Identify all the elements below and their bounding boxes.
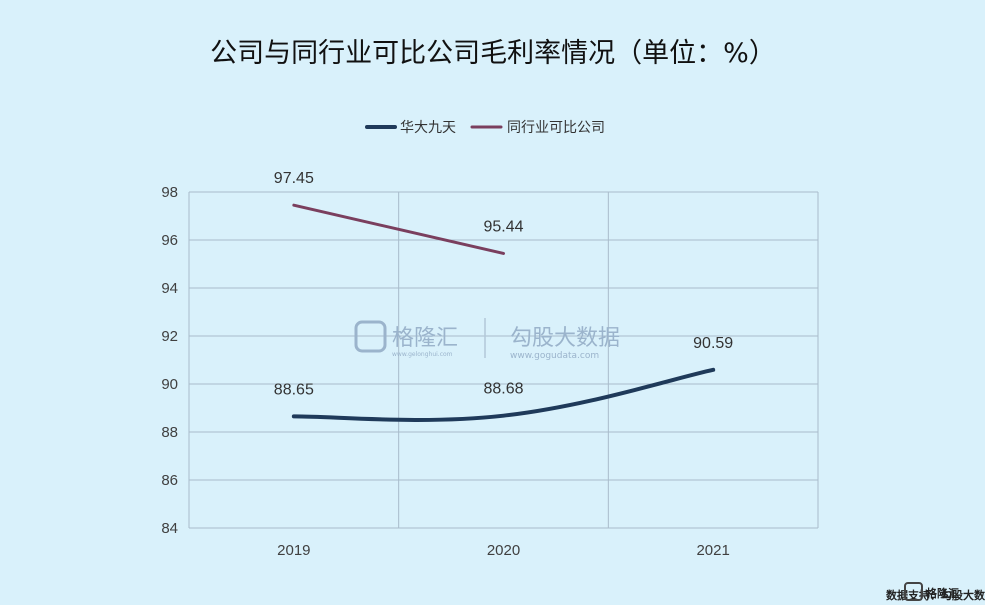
x-tick-label: 2021 (696, 542, 729, 559)
data-label: 90.59 (693, 335, 733, 352)
x-axis-ticks: 2019 2020 2021 (277, 542, 730, 559)
y-tick-label: 96 (161, 232, 178, 249)
watermark-logo-icon (354, 320, 387, 353)
x-tick-label: 2020 (487, 542, 520, 559)
watermark-brand: 格隆汇 (392, 326, 458, 351)
legend-label-peer: 同行业可比公司 (507, 120, 605, 136)
data-label: 97.45 (274, 170, 314, 187)
data-label: 95.44 (483, 218, 523, 235)
footer-source: 数据支持：勾股大数据 (886, 588, 985, 602)
footer: 数据支持：勾股大数据 格隆汇 (886, 582, 985, 602)
watermark-partner: 勾股大数据 (510, 326, 620, 351)
data-label: 88.68 (483, 381, 523, 398)
watermark-partner-sub: www.gogudata.com (510, 351, 599, 361)
chart-title: 公司与同行业可比公司毛利率情况（单位：%） (210, 38, 776, 69)
y-tick-label: 86 (161, 472, 178, 489)
watermark: 格隆汇 www.gelonghui.com 勾股大数据 www.gogudata… (354, 318, 620, 361)
legend: 华大九天 同行业可比公司 (365, 120, 605, 136)
y-tick-label: 92 (161, 328, 178, 345)
y-tick-label: 98 (161, 184, 178, 201)
x-tick-label: 2019 (277, 542, 310, 559)
watermark-brand-sub: www.gelonghui.com (392, 351, 453, 358)
series-line-1 (292, 203, 505, 255)
data-label: 88.65 (274, 381, 314, 398)
y-tick-label: 84 (161, 520, 178, 537)
footer-logo-icon (904, 582, 923, 601)
y-tick-label: 90 (161, 376, 178, 393)
y-axis-ticks: 84 86 88 90 92 94 96 98 (161, 184, 178, 537)
footer-logo-text: 格隆汇 (926, 586, 959, 600)
series-line-0 (291, 367, 716, 422)
series-lines (291, 203, 716, 422)
legend-label-huada: 华大九天 (400, 120, 456, 136)
data-labels: 88.65 88.68 90.59 97.45 95.44 (274, 170, 733, 398)
y-tick-label: 94 (161, 280, 178, 297)
y-tick-label: 88 (161, 424, 178, 441)
x-gridlines (188, 192, 819, 528)
y-gridlines (189, 191, 818, 529)
